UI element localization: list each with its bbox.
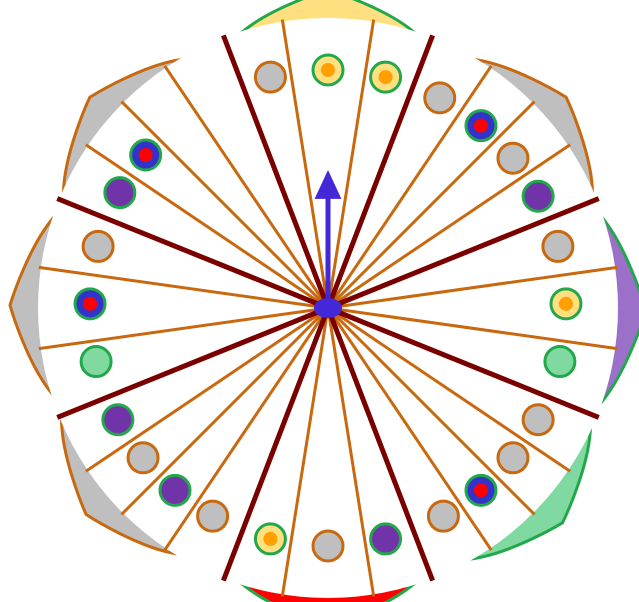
token-t23[interactable] [73, 287, 107, 321]
spoke-thin [38, 306, 329, 351]
spoke-thin [280, 307, 330, 597]
token-t7[interactable] [521, 179, 555, 213]
spoke-thin [326, 306, 536, 516]
token-t19[interactable] [158, 473, 192, 507]
token-t14[interactable] [426, 499, 460, 533]
token-t15[interactable] [369, 522, 403, 556]
token-t21[interactable] [101, 403, 135, 437]
token-t8[interactable] [541, 229, 575, 263]
spoke-thick [325, 34, 435, 309]
spinner-pointer[interactable] [314, 170, 342, 318]
spoke-thin [120, 306, 330, 516]
token-t25[interactable] [103, 176, 137, 210]
token-t26[interactable] [129, 138, 163, 172]
spoke-thin [327, 143, 571, 310]
pointer-hub [314, 298, 342, 318]
token-t1[interactable] [311, 53, 345, 87]
token-t12[interactable] [496, 441, 530, 475]
spoke-thin [85, 143, 329, 310]
spoke-thin [326, 19, 376, 309]
spoke-thick [327, 305, 600, 420]
spoke-thin [326, 307, 493, 551]
token-t16[interactable] [311, 529, 345, 563]
spoke-thin [163, 65, 330, 309]
token-t18[interactable] [196, 499, 230, 533]
spoke-thick [221, 34, 331, 309]
spoke-thick [325, 307, 435, 582]
token-t24[interactable] [81, 229, 115, 263]
token-t22[interactable] [79, 345, 113, 379]
spoke-thin [326, 65, 493, 309]
wheel-spokes [38, 19, 618, 597]
token-t10[interactable] [543, 345, 577, 379]
token-t6[interactable] [496, 141, 530, 175]
spoke-thick [327, 196, 600, 311]
token-t5[interactable] [464, 109, 498, 143]
arrow-up-icon [314, 170, 342, 199]
token-t13[interactable] [464, 473, 498, 507]
spoke-thin [85, 306, 329, 473]
token-t2[interactable] [369, 60, 403, 94]
spoke-thick [56, 196, 329, 311]
token-t11[interactable] [521, 403, 555, 437]
token-t9[interactable] [549, 287, 583, 321]
token-t20[interactable] [126, 441, 160, 475]
spoke-thin [326, 100, 536, 310]
token-t17[interactable] [253, 522, 287, 556]
wheel-tokens [73, 53, 583, 563]
spoke-thin [163, 307, 330, 551]
spoke-thin [120, 100, 330, 310]
spoke-thin [327, 265, 618, 310]
spoke-thin [327, 306, 571, 473]
spoke-thin [38, 265, 329, 310]
spoke-thin [327, 306, 618, 351]
spoke-thin [280, 19, 330, 309]
spoke-thick [56, 305, 329, 420]
spoke-thin [326, 307, 376, 597]
token-t4[interactable] [423, 81, 457, 115]
spoke-thick [221, 307, 331, 582]
token-t3[interactable] [253, 60, 287, 94]
